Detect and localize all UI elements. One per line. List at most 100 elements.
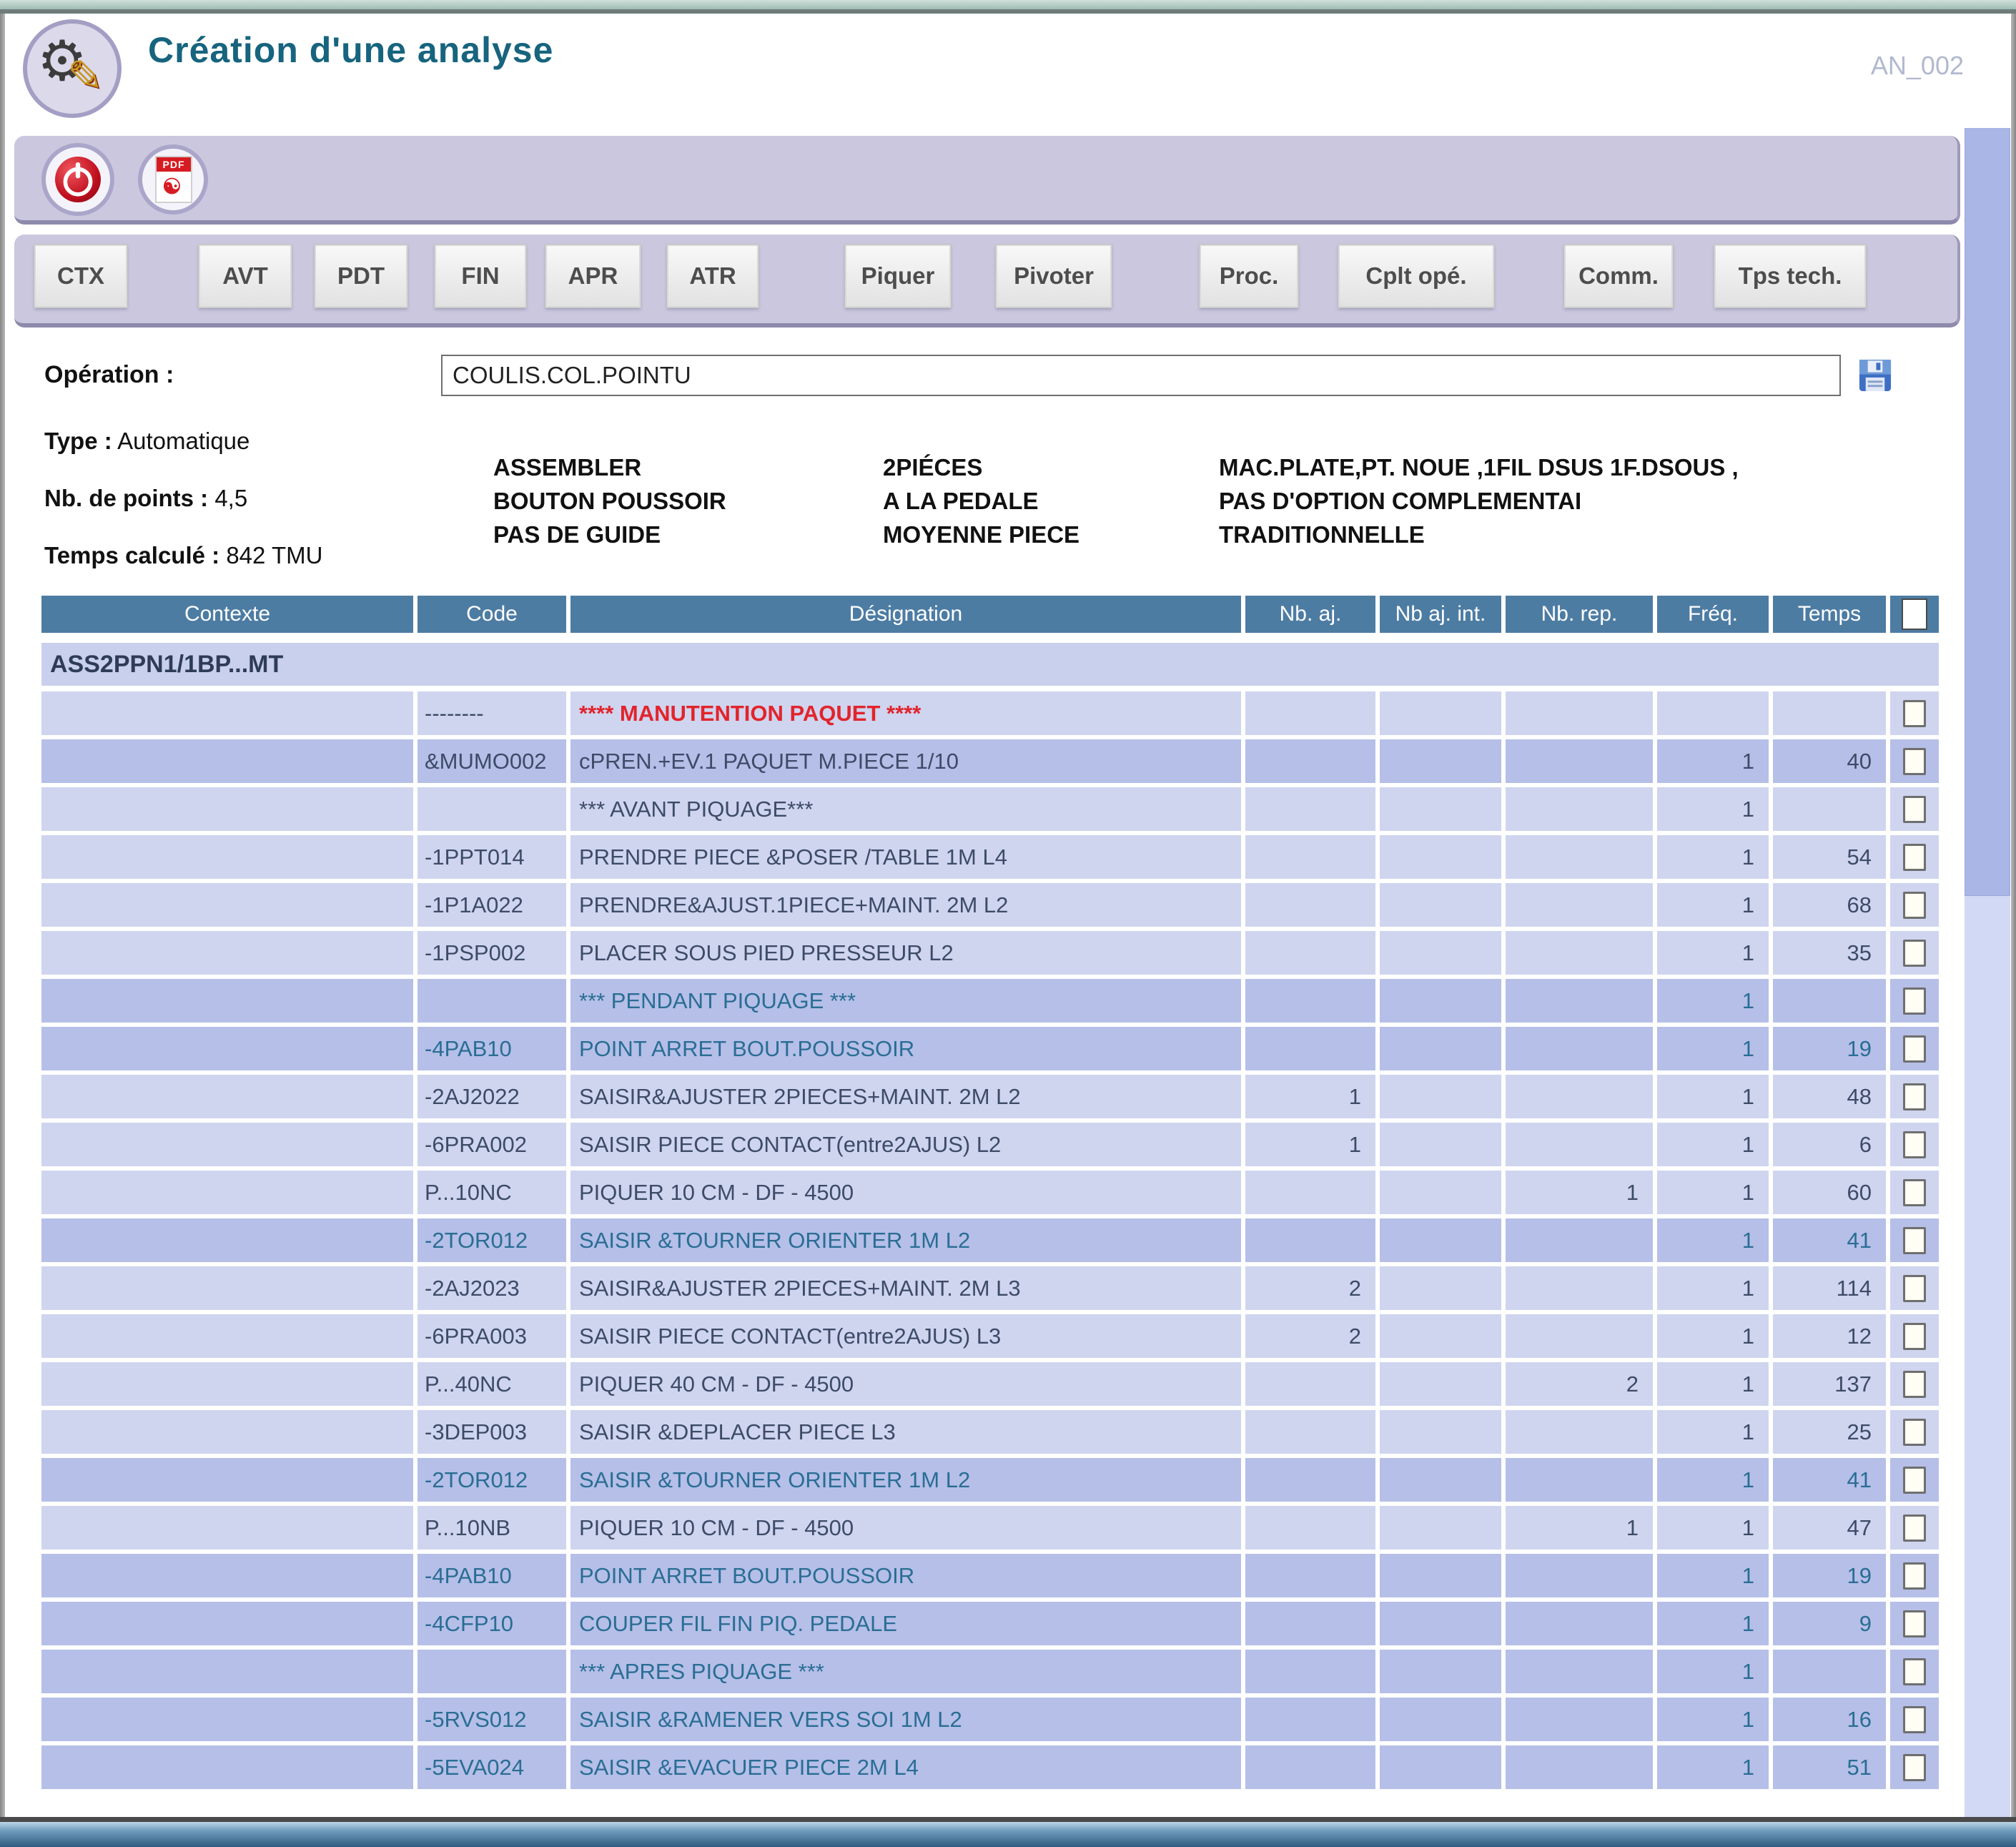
tab-atr[interactable]: ATR <box>667 245 759 307</box>
row-checkbox[interactable] <box>1903 1323 1926 1350</box>
row-checkbox[interactable] <box>1903 1514 1926 1542</box>
freq-cell: 1 <box>1657 1458 1769 1502</box>
table-row[interactable]: -2AJ2022 SAISIR&AJUSTER 2PIECES+MAINT. 2… <box>41 1075 1939 1118</box>
row-checkbox[interactable] <box>1903 1419 1926 1446</box>
save-floppy-icon[interactable] <box>1857 358 1893 393</box>
tab-fin[interactable]: FIN <box>435 245 526 307</box>
row-checkbox[interactable] <box>1903 940 1926 967</box>
table-row[interactable]: -2AJ2023 SAISIR&AJUSTER 2PIECES+MAINT. 2… <box>41 1266 1939 1310</box>
table-row[interactable]: *** PENDANT PIQUAGE *** 1 <box>41 979 1939 1023</box>
row-checkbox[interactable] <box>1903 1754 1926 1781</box>
tab-comm[interactable]: Comm. <box>1564 245 1673 307</box>
freq-cell: 1 <box>1657 1123 1769 1166</box>
freq-cell: 1 <box>1657 1027 1769 1070</box>
table-header-row: Contexte Code Désignation Nb. aj. Nb aj.… <box>41 596 1939 633</box>
designation-cell: PLACER SOUS PIED PRESSEUR L2 <box>570 931 1241 975</box>
temps-cell: 48 <box>1773 1075 1886 1118</box>
table-row[interactable]: -2TOR012 SAISIR &TOURNER ORIENTER 1M L2 … <box>41 1218 1939 1262</box>
table-row[interactable]: -5EVA024 SAISIR &EVACUER PIECE 2M L4 1 5… <box>41 1745 1939 1789</box>
nb-aj-cell <box>1245 931 1375 975</box>
nb-aj-cell <box>1245 835 1375 879</box>
row-checkbox[interactable] <box>1903 748 1926 775</box>
code-cell: P...10NB <box>417 1506 566 1550</box>
row-checkbox[interactable] <box>1903 1562 1926 1590</box>
nb-aj-int-cell <box>1380 979 1501 1023</box>
row-checkbox[interactable] <box>1903 1371 1926 1398</box>
table-row[interactable]: -------- **** MANUTENTION PAQUET **** <box>41 691 1939 735</box>
row-checkbox[interactable] <box>1903 1610 1926 1637</box>
table-row[interactable]: -6PRA003 SAISIR PIECE CONTACT(entre2AJUS… <box>41 1314 1939 1358</box>
contexte-cell <box>41 1314 413 1358</box>
pdf-export-button[interactable]: PDF ☯ <box>138 144 208 215</box>
table-row[interactable]: -3DEP003 SAISIR &DEPLACER PIECE L3 1 25 <box>41 1410 1939 1454</box>
table-row[interactable]: -5RVS012 SAISIR &RAMENER VERS SOI 1M L2 … <box>41 1698 1939 1741</box>
tab-avt[interactable]: AVT <box>199 245 292 307</box>
table-row[interactable]: P...10NB PIQUER 10 CM - DF - 4500 1 1 47 <box>41 1506 1939 1550</box>
exit-power-button[interactable] <box>41 143 114 216</box>
tab-piquer[interactable]: Piquer <box>845 245 951 307</box>
select-all-checkbox[interactable] <box>1902 599 1927 630</box>
window-right-border <box>2011 14 2016 1822</box>
tab-proc[interactable]: Proc. <box>1200 245 1298 307</box>
row-checkbox[interactable] <box>1903 1131 1926 1158</box>
contexte-cell <box>41 1554 413 1597</box>
row-checkbox[interactable] <box>1903 1179 1926 1206</box>
table-row[interactable]: -4PAB10 POINT ARRET BOUT.POUSSOIR 1 19 <box>41 1027 1939 1070</box>
row-checkbox[interactable] <box>1903 1227 1926 1254</box>
designation-cell: SAISIR &RAMENER VERS SOI 1M L2 <box>570 1698 1241 1741</box>
analysis-table: Contexte Code Désignation Nb. aj. Nb aj.… <box>41 596 1939 1793</box>
row-checkbox[interactable] <box>1903 1706 1926 1733</box>
row-checkbox[interactable] <box>1903 1658 1926 1685</box>
tab-apr[interactable]: APR <box>545 245 641 307</box>
tab-pivoter[interactable]: Pivoter <box>996 245 1112 307</box>
table-row[interactable]: -6PRA002 SAISIR PIECE CONTACT(entre2AJUS… <box>41 1123 1939 1166</box>
tab-cplt-ope[interactable]: Cplt opé. <box>1338 245 1494 307</box>
table-row[interactable]: *** APRES PIQUAGE *** 1 <box>41 1650 1939 1693</box>
operation-input[interactable] <box>441 355 1841 396</box>
vertical-scrollbar-thumb[interactable] <box>1965 74 2010 896</box>
table-row[interactable]: P...40NC PIQUER 40 CM - DF - 4500 2 1 13… <box>41 1362 1939 1406</box>
table-row[interactable]: -1P1A022 PRENDRE&AJUST.1PIECE+MAINT. 2M … <box>41 883 1939 927</box>
row-checkbox[interactable] <box>1903 844 1926 871</box>
row-checkbox[interactable] <box>1903 1083 1926 1110</box>
col-header-designation: Désignation <box>570 596 1241 633</box>
nb-rep-cell <box>1506 691 1653 735</box>
table-row[interactable]: -2TOR012 SAISIR &TOURNER ORIENTER 1M L2 … <box>41 1458 1939 1502</box>
row-checkbox[interactable] <box>1903 892 1926 919</box>
analysis-gear-pencil-icon: ⚙ ✎ <box>23 19 122 118</box>
table-row[interactable]: &MUMO002 cPREN.+EV.1 PAQUET M.PIECE 1/10… <box>41 739 1939 783</box>
context-group-row[interactable]: ASS2PPN1/1BP...MT <box>41 643 1939 686</box>
table-row[interactable]: -4CFP10 COUPER FIL FIN PIQ. PEDALE 1 9 <box>41 1602 1939 1645</box>
row-checkbox[interactable] <box>1903 987 1926 1015</box>
row-checkbox[interactable] <box>1903 1035 1926 1063</box>
table-body: -------- **** MANUTENTION PAQUET **** &M… <box>41 691 1939 1789</box>
code-cell: &MUMO002 <box>417 739 566 783</box>
tab-ctx[interactable]: CTX <box>34 245 127 307</box>
col-header-code: Code <box>417 596 566 633</box>
row-checkbox[interactable] <box>1903 796 1926 823</box>
row-select-cell <box>1890 739 1939 783</box>
table-row[interactable]: P...10NC PIQUER 10 CM - DF - 4500 1 1 60 <box>41 1171 1939 1214</box>
designation-cell: PRENDRE&AJUST.1PIECE+MAINT. 2M L2 <box>570 883 1241 927</box>
table-row[interactable]: -1PPT014 PRENDRE PIECE &POSER /TABLE 1M … <box>41 835 1939 879</box>
contexte-cell <box>41 1362 413 1406</box>
row-checkbox[interactable] <box>1903 700 1926 727</box>
tab-tps-tech[interactable]: Tps tech. <box>1714 245 1866 307</box>
row-select-cell <box>1890 1171 1939 1214</box>
designation-cell: *** PENDANT PIQUAGE *** <box>570 979 1241 1023</box>
nb-aj-int-cell <box>1380 1698 1501 1741</box>
row-checkbox[interactable] <box>1903 1275 1926 1302</box>
table-row[interactable]: -1PSP002 PLACER SOUS PIED PRESSEUR L2 1 … <box>41 931 1939 975</box>
designation-cell: SAISIR PIECE CONTACT(entre2AJUS) L3 <box>570 1314 1241 1358</box>
table-row[interactable]: -4PAB10 POINT ARRET BOUT.POUSSOIR 1 19 <box>41 1554 1939 1597</box>
nb-aj-cell: 1 <box>1245 1123 1375 1166</box>
code-cell: -6PRA003 <box>417 1314 566 1358</box>
time-line: Temps calculé : 842 TMU <box>44 542 322 569</box>
nb-aj-int-cell <box>1380 1362 1501 1406</box>
row-select-cell <box>1890 835 1939 879</box>
table-row[interactable]: *** AVANT PIQUAGE*** 1 <box>41 787 1939 831</box>
tab-pdt[interactable]: PDT <box>315 245 407 307</box>
nb-aj-cell: 1 <box>1245 1075 1375 1118</box>
nb-aj-int-cell <box>1380 1027 1501 1070</box>
row-checkbox[interactable] <box>1903 1467 1926 1494</box>
